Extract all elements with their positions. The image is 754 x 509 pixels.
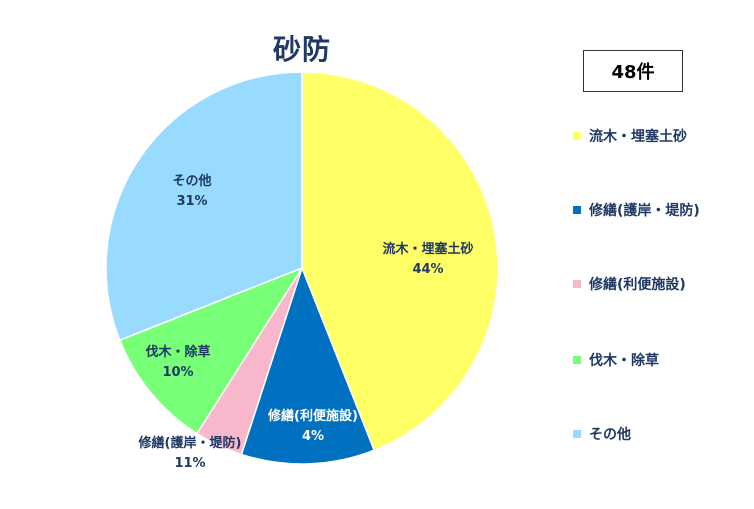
slice-label: 修繕(護岸・堤防) — [138, 435, 242, 451]
slice-label: その他 — [172, 173, 211, 189]
pie-slice — [105, 71, 303, 342]
slice-percent-label: 4% — [302, 429, 324, 444]
legend-item: 修繕(護岸・堤防) — [573, 200, 700, 220]
legend-label: その他 — [589, 427, 631, 443]
legend-swatch — [573, 132, 581, 140]
slice-percent-label: 11% — [174, 456, 205, 471]
slice-percent-label: 44% — [412, 262, 443, 277]
chart-legend: 流木・埋塞土砂 修繕(護岸・堤防) 修繕(利便施設) 伐木・除草その他 — [573, 0, 753, 509]
legend-swatch — [573, 430, 581, 438]
legend-swatch — [573, 280, 581, 288]
legend-label: 修繕(利便施設) — [589, 277, 686, 293]
slice-label: 修繕(利便施設) — [267, 408, 358, 424]
legend-swatch — [573, 206, 581, 214]
slice-percent-label: 10% — [162, 365, 193, 380]
legend-item: その他 — [573, 424, 631, 444]
slice-label: 流木・埋塞土砂 — [382, 241, 473, 257]
legend-item: 流木・埋塞土砂 — [573, 126, 687, 146]
legend-item: 修繕(利便施設) — [573, 274, 686, 294]
chart-title: 砂防 — [272, 33, 331, 66]
count-badge: 48件 — [583, 50, 683, 92]
slice-percent-label: 31% — [176, 194, 207, 209]
legend-item: 伐木・除草 — [573, 350, 659, 370]
pie-slice — [240, 265, 376, 465]
pie-slice — [118, 266, 304, 435]
legend-label: 流木・埋塞土砂 — [589, 129, 687, 145]
legend-label: 伐木・除草 — [589, 353, 659, 369]
legend-label: 修繕(護岸・堤防) — [589, 203, 700, 219]
legend-swatch — [573, 356, 581, 364]
pie-slice — [301, 71, 499, 452]
slice-label: 伐木・除草 — [145, 344, 210, 360]
